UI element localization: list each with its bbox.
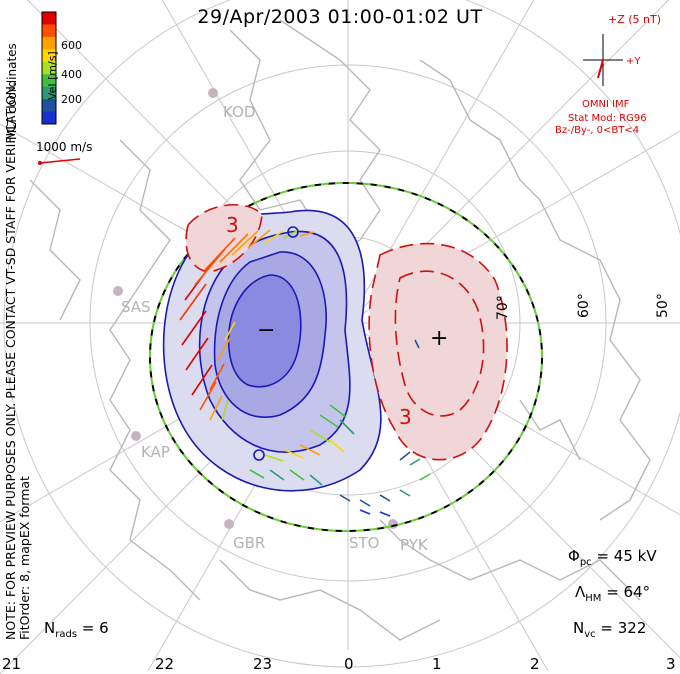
lat-label-60: 60° xyxy=(576,293,592,318)
station-sas: SAS xyxy=(121,298,151,316)
max-potential-marker: + xyxy=(430,326,448,351)
preview-note: NOTE: FOR PREVIEW PURPOSES ONLY. PLEASE … xyxy=(3,82,18,640)
potential-markers: − + xyxy=(253,226,448,461)
lat-label-70: 70° xyxy=(495,295,511,320)
station-kap: KAP xyxy=(141,443,170,461)
colorbar-label: Vel [m/s] xyxy=(46,51,59,100)
mlt-label-22: 22 xyxy=(155,655,175,673)
hmb-latitude: ΛHM = 64° xyxy=(575,583,651,604)
contour-label-dusk: 3 xyxy=(226,213,239,237)
mlt-label-2: 2 xyxy=(530,655,540,673)
map-title: 29/Apr/2003 01:00-01:02 UT xyxy=(197,6,483,28)
cell-center-dusk xyxy=(287,226,299,238)
mlt-label-3: 3 xyxy=(666,655,676,673)
imf-model: Stat Mod: RG96 xyxy=(568,113,647,124)
colorbar-segment xyxy=(42,12,56,25)
colorbar-tick-200: 200 xyxy=(61,93,82,106)
colorbar-frame xyxy=(41,11,57,125)
vector-count: Nvc = 322 xyxy=(573,619,647,640)
imf-condition: Bz-/By-, 0<BT<4 xyxy=(555,125,640,136)
positive-potential-cell xyxy=(185,204,508,461)
colorbar-segment xyxy=(42,61,56,75)
mlt-label-0: 0 xyxy=(344,655,354,673)
velocity-vectors xyxy=(179,229,431,517)
station-markers xyxy=(113,88,398,529)
colorbar-segment xyxy=(42,99,56,113)
mlt-label-1: 1 xyxy=(432,655,442,673)
colorbar-tick-600: 600 xyxy=(61,39,82,52)
station-gbr: GBR xyxy=(233,534,266,552)
colorbar xyxy=(41,11,57,125)
lat-label-50: 50° xyxy=(655,293,671,318)
colorbar-segment xyxy=(42,36,56,50)
negative-potential-cell xyxy=(162,209,382,492)
colorbar-segment xyxy=(42,49,56,63)
imf-y-label: +Y xyxy=(626,56,641,67)
reference-vector-label: 1000 m/s xyxy=(36,140,93,154)
station-sto: STO xyxy=(349,534,380,552)
reference-vector xyxy=(38,158,81,165)
colorbar-segment xyxy=(42,86,56,100)
imf-dial xyxy=(583,34,623,86)
colorbar-segment xyxy=(42,74,56,88)
imf-z-label: +Z (5 nT) xyxy=(608,13,662,26)
cross-polar-potential: Φpc = 45 kV xyxy=(568,547,657,568)
hmb-boundary-green xyxy=(149,182,543,532)
min-potential-marker: − xyxy=(257,318,275,343)
colorbar-segment xyxy=(42,111,56,125)
colorbar-tick-400: 400 xyxy=(61,68,82,81)
mlt-label-23: 23 xyxy=(253,655,273,673)
cell-center-dawn xyxy=(253,449,265,461)
contour-label-dawn: 3 xyxy=(399,405,412,429)
fit-order: FitOrder: 8, mapEX format xyxy=(17,476,32,640)
radar-count: Nrads = 6 xyxy=(44,619,109,640)
colorbar-segment xyxy=(42,24,56,38)
imf-source: OMNI IMF xyxy=(582,99,630,110)
station-kod: KOD xyxy=(223,103,256,121)
station-pyk: PYK xyxy=(400,536,428,554)
mlt-label-21: 21 xyxy=(2,655,22,673)
